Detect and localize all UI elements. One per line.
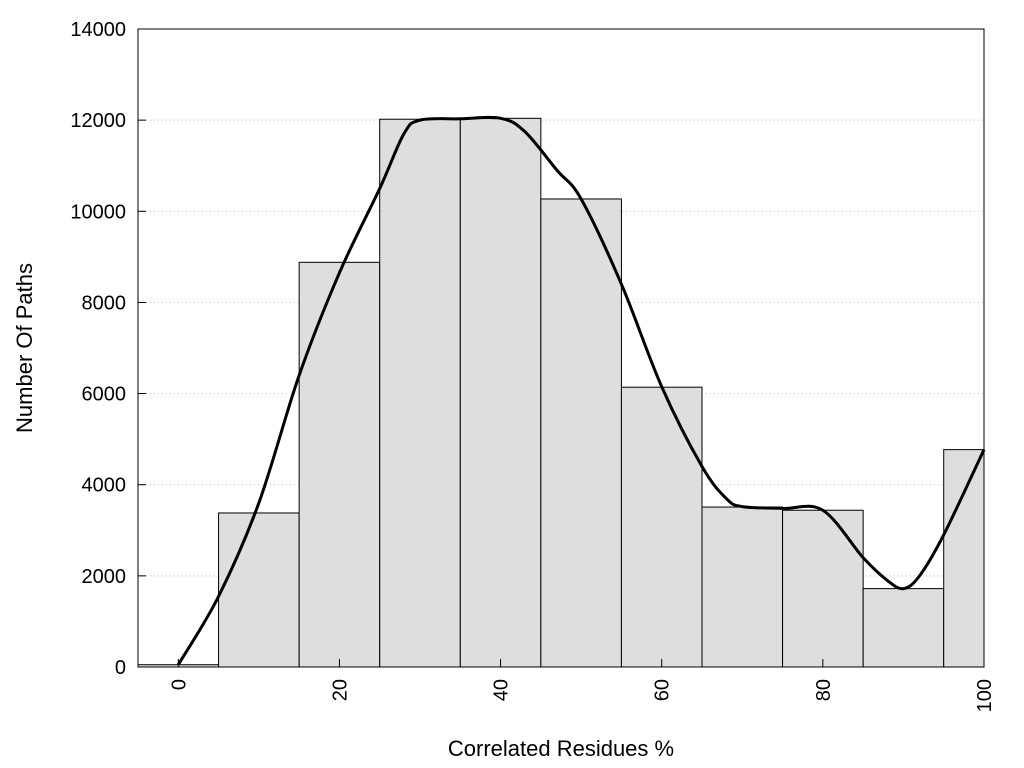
x-axis-label: Correlated Residues % [448,736,674,761]
y-tick-label: 6000 [82,384,127,406]
x-tick-label: 20 [329,679,351,701]
histogram-bar [620,386,703,668]
x-tick-label: 40 [491,679,513,701]
y-tick-label: 8000 [82,292,127,314]
y-axis-label: Number Of Paths [12,263,37,433]
histogram-bar [459,117,542,668]
plot-frame [137,28,985,668]
histogram-bar [379,118,461,668]
trend-curve-layer [176,115,986,666]
y-tick-label: 0 [115,657,126,679]
histogram-bar [862,588,945,668]
y-tick-label: 14000 [70,19,126,41]
histogram-bar [298,261,381,668]
y-axis-ticks: 0 2000 4000 6000 8000 10000 12000 14000 [70,19,146,679]
histogram-bar [782,509,864,668]
y-tick-label: 2000 [82,566,127,588]
y-tick-label: 12000 [70,110,126,132]
y-tick-label: 4000 [82,475,127,497]
histogram-bar [701,506,784,668]
x-tick-label: 60 [652,679,674,701]
histogram-bar [218,512,300,668]
trend-curve [176,115,986,666]
y-tick-label: 10000 [70,201,126,223]
x-tick-label: 0 [168,679,190,690]
bars [137,117,985,668]
x-axis-ticks: 0 20 40 60 80 100 [168,659,996,712]
x-tick-label: 100 [974,679,996,712]
x-tick-label: 80 [813,679,835,701]
histogram-bar [540,198,622,668]
histogram-bar [943,449,985,668]
